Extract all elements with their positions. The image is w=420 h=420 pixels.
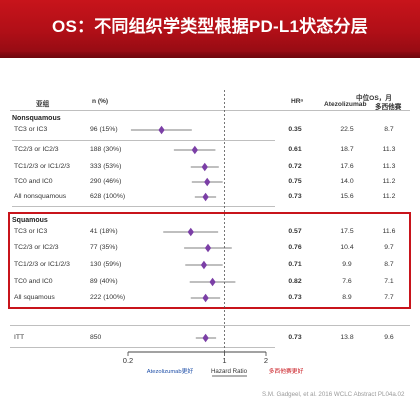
hr-marker (204, 177, 211, 187)
row-median-docetaxel: 7.1 (384, 278, 394, 285)
row-divider (10, 347, 275, 348)
row-median-atezolizumab: 8.9 (342, 294, 352, 301)
row-median-docetaxel: 11.6 (382, 228, 396, 235)
title-bar (0, 0, 420, 58)
slide-title: OS：不同组织学类型根据PD-L1状态分层 (52, 17, 368, 36)
row-median-atezolizumab: 17.6 (340, 163, 354, 170)
row-median-atezolizumab: 9.9 (342, 261, 352, 268)
row-hr: 0.76 (288, 244, 302, 251)
row-n: 628 (100%) (90, 193, 126, 200)
row-median-atezolizumab: 7.6 (342, 278, 352, 285)
row-hr: 0.75 (288, 178, 302, 185)
header-atezolizumab: Atezolizumab (324, 101, 367, 108)
row-median-docetaxel: 11.2 (382, 178, 396, 185)
right-favors-label: 多西他赛更好 (269, 367, 304, 375)
row-hr: 0.35 (288, 126, 302, 133)
x-tick-label: 2 (264, 356, 268, 365)
row-median-atezolizumab: 10.4 (340, 244, 354, 251)
row-subgroup: ITT (14, 334, 25, 341)
row-subgroup: All nonsquamous (14, 193, 67, 200)
hr-marker (202, 333, 209, 343)
hr-marker (191, 145, 198, 155)
group-label-nonsquamous: Nonsquamous (12, 115, 61, 122)
row-n: 188 (30%) (90, 146, 122, 153)
row-hr: 0.82 (288, 278, 302, 285)
row-median-atezolizumab: 14.0 (340, 178, 354, 185)
hr-marker (202, 293, 209, 303)
row-median-docetaxel: 11.3 (382, 163, 396, 170)
header-subgroup: 亚组 (36, 101, 50, 108)
row-n: 96 (15%) (90, 126, 118, 133)
row-hr: 0.73 (288, 334, 302, 341)
header-median-os: 中位OS，月 (356, 95, 392, 102)
header-n: n (%) (92, 98, 109, 105)
hr-marker (201, 162, 208, 172)
group-label-squamous: Squamous (12, 217, 48, 224)
row-n: 41 (18%) (90, 228, 118, 235)
x-tick-label: 0.2 (123, 356, 133, 365)
row-n: 89 (40%) (90, 278, 118, 285)
hr-marker (187, 227, 194, 237)
row-hr: 0.73 (288, 294, 302, 301)
row-subgroup: TC1/2/3 or IC1/2/3 (14, 163, 70, 170)
row-median-docetaxel: 8.7 (384, 126, 394, 133)
row-median-docetaxel: 11.3 (382, 146, 396, 153)
row-subgroup: TC1/2/3 or IC1/2/3 (14, 261, 70, 268)
row-subgroup: All squamous (14, 294, 55, 301)
row-median-atezolizumab: 22.5 (340, 126, 354, 133)
row-subgroup: TC0 and IC0 (14, 278, 53, 285)
x-tick-label: 1 (222, 356, 226, 365)
row-median-atezolizumab: 17.5 (340, 228, 354, 235)
header-docetaxel: 多西他赛 (375, 104, 402, 111)
row-hr: 0.71 (288, 261, 302, 268)
hr-marker (209, 277, 216, 287)
row-hr: 0.57 (288, 228, 302, 235)
hr-marker (202, 192, 209, 202)
squamous-highlight-box (8, 212, 411, 309)
row-n: 77 (35%) (90, 244, 118, 251)
row-n: 222 (100%) (90, 294, 126, 301)
hr-marker (204, 243, 212, 253)
x-axis-label: Hazard Ratio (211, 368, 248, 375)
row-median-atezolizumab: 13.8 (340, 334, 354, 341)
hr-marker (158, 125, 165, 135)
row-median-docetaxel: 7.7 (384, 294, 394, 301)
left-favors-label: Atezolizumab更好 (147, 367, 194, 375)
hr-marker (200, 260, 208, 270)
row-n: 850 (90, 334, 102, 341)
row-hr: 0.61 (288, 146, 302, 153)
header-rule (10, 110, 410, 111)
row-hr: 0.73 (288, 193, 302, 200)
row-n: 333 (53%) (90, 163, 122, 170)
row-divider (12, 206, 275, 207)
row-median-docetaxel: 8.7 (384, 261, 394, 268)
row-median-atezolizumab: 18.7 (340, 146, 354, 153)
row-subgroup: TC3 or IC3 (14, 228, 48, 235)
row-median-docetaxel: 9.7 (384, 244, 394, 251)
row-hr: 0.72 (288, 163, 302, 170)
row-median-atezolizumab: 15.6 (340, 193, 354, 200)
row-subgroup: TC2/3 or IC2/3 (14, 244, 59, 251)
header-hr: HRᵃ (291, 98, 304, 105)
row-divider (12, 140, 275, 141)
row-n: 130 (59%) (90, 261, 122, 268)
row-subgroup: TC0 and IC0 (14, 178, 53, 185)
row-subgroup: TC3 or IC3 (14, 126, 48, 133)
citation: S.M. Gadgeel, et al. 2016 WCLC Abstract … (262, 391, 405, 398)
row-median-docetaxel: 9.6 (384, 334, 394, 341)
row-n: 290 (46%) (90, 178, 122, 185)
row-subgroup: TC2/3 or IC2/3 (14, 146, 59, 153)
row-divider (10, 325, 410, 326)
row-median-docetaxel: 11.2 (382, 193, 396, 200)
